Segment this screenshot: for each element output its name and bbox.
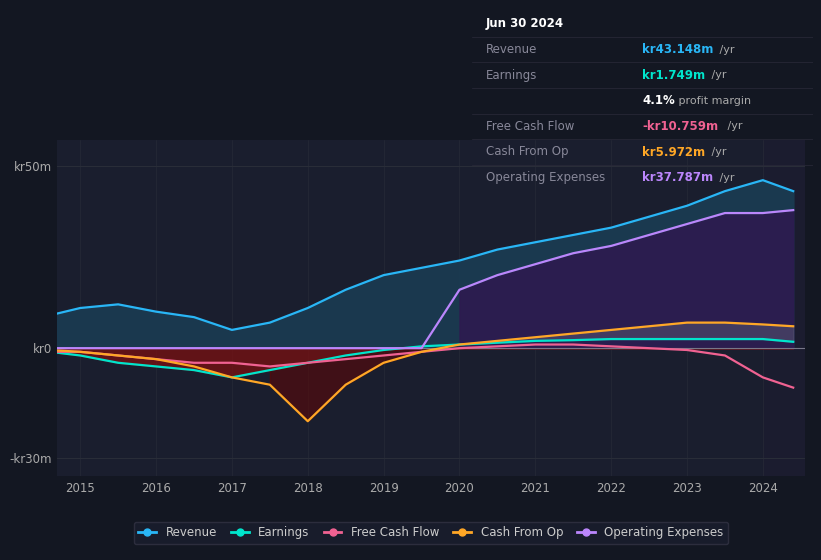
- Text: profit margin: profit margin: [675, 96, 751, 106]
- Text: Jun 30 2024: Jun 30 2024: [486, 17, 564, 30]
- Text: 4.1%: 4.1%: [643, 94, 675, 108]
- Text: /yr: /yr: [716, 172, 735, 183]
- Text: /yr: /yr: [708, 70, 727, 80]
- Text: -kr10.759m: -kr10.759m: [643, 120, 718, 133]
- Bar: [763, 140, 805, 476]
- Legend: Revenue, Earnings, Free Cash Flow, Cash From Op, Operating Expenses: Revenue, Earnings, Free Cash Flow, Cash …: [134, 521, 728, 544]
- Text: kr1.749m: kr1.749m: [643, 69, 705, 82]
- Text: /yr: /yr: [724, 122, 743, 132]
- Text: Cash From Op: Cash From Op: [486, 146, 568, 158]
- Text: Operating Expenses: Operating Expenses: [486, 171, 605, 184]
- Text: /yr: /yr: [716, 45, 735, 55]
- Text: Earnings: Earnings: [486, 69, 537, 82]
- Text: Free Cash Flow: Free Cash Flow: [486, 120, 574, 133]
- Text: Revenue: Revenue: [486, 43, 537, 56]
- Text: /yr: /yr: [708, 147, 727, 157]
- Text: kr37.787m: kr37.787m: [643, 171, 713, 184]
- Text: kr43.148m: kr43.148m: [643, 43, 713, 56]
- Text: kr5.972m: kr5.972m: [643, 146, 705, 158]
